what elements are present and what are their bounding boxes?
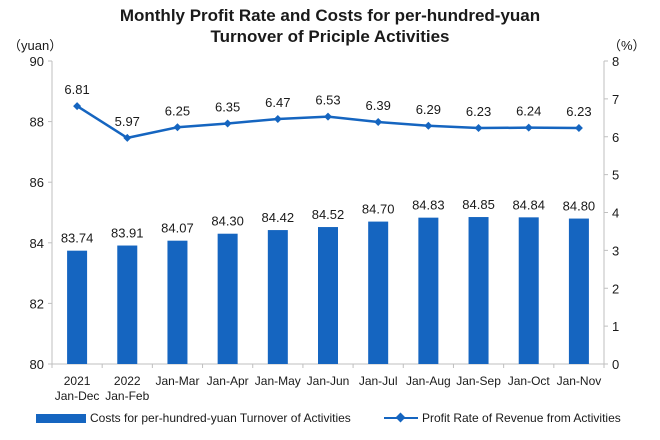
legend-item-profit-rate: Profit Rate of Revenue from Activities [384,411,621,425]
chart-title-line-1: Monthly Profit Rate and Costs for per-hu… [119,6,541,25]
y-right-tick-label: 4 [612,206,619,221]
bar [518,217,539,364]
line-data-label: 6.53 [315,93,340,108]
legend-swatch-line [384,412,418,424]
line-point [474,124,483,133]
bar-data-label: 84.42 [262,210,295,225]
x-tick-label: Jan-Feb [105,389,149,403]
x-tick-label: Jan-Dec [55,389,100,403]
x-tick-label: 2021 [64,374,91,388]
chart-title-line-2: Turnover of Priciple Activities [210,27,450,46]
x-tick-label: Jan-Aug [406,374,451,388]
bar [67,250,88,364]
chart-legend: Costs for per-hundred-yuan Turnover of A… [0,407,660,433]
line-point [374,117,383,126]
y-right-tick-label: 8 [612,54,619,69]
bar [267,230,288,364]
line-data-label: 6.35 [215,99,240,114]
x-tick-label: 2022 [114,374,141,388]
legend-item-costs: Costs for per-hundred-yuan Turnover of A… [36,411,351,425]
line-data-label: 5.97 [115,114,140,129]
bar [217,233,238,364]
bar-data-label: 84.07 [161,221,194,236]
bar [368,221,389,364]
bar [418,217,439,364]
line-data-label: 6.24 [516,104,541,119]
line-data-label: 6.81 [64,82,89,97]
line-point [524,123,533,132]
y-right-tick-label: 5 [612,168,619,183]
line-point [273,114,282,123]
bar [568,218,589,364]
y-left-tick-label: 90 [30,54,44,69]
y-axis-left-label: （yuan） [8,38,62,53]
y-left-tick-label: 84 [30,236,44,251]
line-point [73,102,82,111]
y-right-tick-label: 3 [612,243,619,258]
bar-data-label: 84.30 [211,214,244,229]
line-data-label: 6.29 [416,102,441,117]
x-tick-label: Jan-Jul [359,374,398,388]
line-data-label: 6.47 [265,95,290,110]
profit-rate-line [76,105,579,140]
x-tick-label: Jan-May [255,374,301,388]
x-tick-label: Jan-Nov [557,374,602,388]
bar [468,217,489,364]
bar-data-label: 84.85 [462,197,495,212]
y-left-tick-label: 80 [30,357,44,372]
x-tick-label: Jan-Mar [155,374,199,388]
bar [318,227,338,364]
y-right-tick-label: 7 [612,92,619,107]
line-data-label: 6.23 [566,104,591,119]
y-right-tick-label: 1 [612,319,619,334]
bar-data-label: 83.91 [111,226,144,241]
y-left-tick-label: 88 [30,115,44,130]
line-point [424,121,433,130]
chart-plot: （yuan） （%） 80 82 84 86 88 90 0 1 2 3 4 5 6 7 8 2021Jan-De… [8,38,646,403]
x-tick-label: Jan-Sep [456,374,501,388]
bar [117,245,138,364]
y-right-tick-label: 0 [612,357,619,372]
bar-data-label: 84.83 [412,198,445,213]
bar [167,240,188,364]
legend-label-costs: Costs for per-hundred-yuan Turnover of A… [90,411,351,425]
legend-label-profit-rate: Profit Rate of Revenue from Activities [422,411,621,425]
x-tick-label: Jan-Apr [207,374,249,388]
line-point [324,112,332,121]
bar-data-label: 84.52 [312,207,345,222]
line-data-label: 6.25 [165,103,190,118]
x-tick-label: Jan-Jun [307,374,350,388]
line-data-label: 6.39 [366,98,391,113]
bar-data-label: 84.70 [362,202,395,217]
bar-data-label: 83.74 [61,231,94,246]
y-left-tick-label: 86 [30,175,44,190]
line-point [223,119,232,128]
y-left-tick-label: 82 [30,296,44,311]
y-right-tick-label: 6 [612,130,619,145]
bar-data-label: 84.84 [512,197,545,212]
y-axis-right-label: （%） [608,38,646,53]
legend-swatch-bar [36,413,86,423]
line-data-label: 6.23 [466,104,491,119]
y-right-tick-label: 2 [612,281,619,296]
bar-data-label: 84.80 [563,199,596,214]
line-point [123,133,132,142]
line-point [173,123,182,132]
line-point [574,124,583,133]
x-tick-label: Jan-Oct [508,374,551,388]
